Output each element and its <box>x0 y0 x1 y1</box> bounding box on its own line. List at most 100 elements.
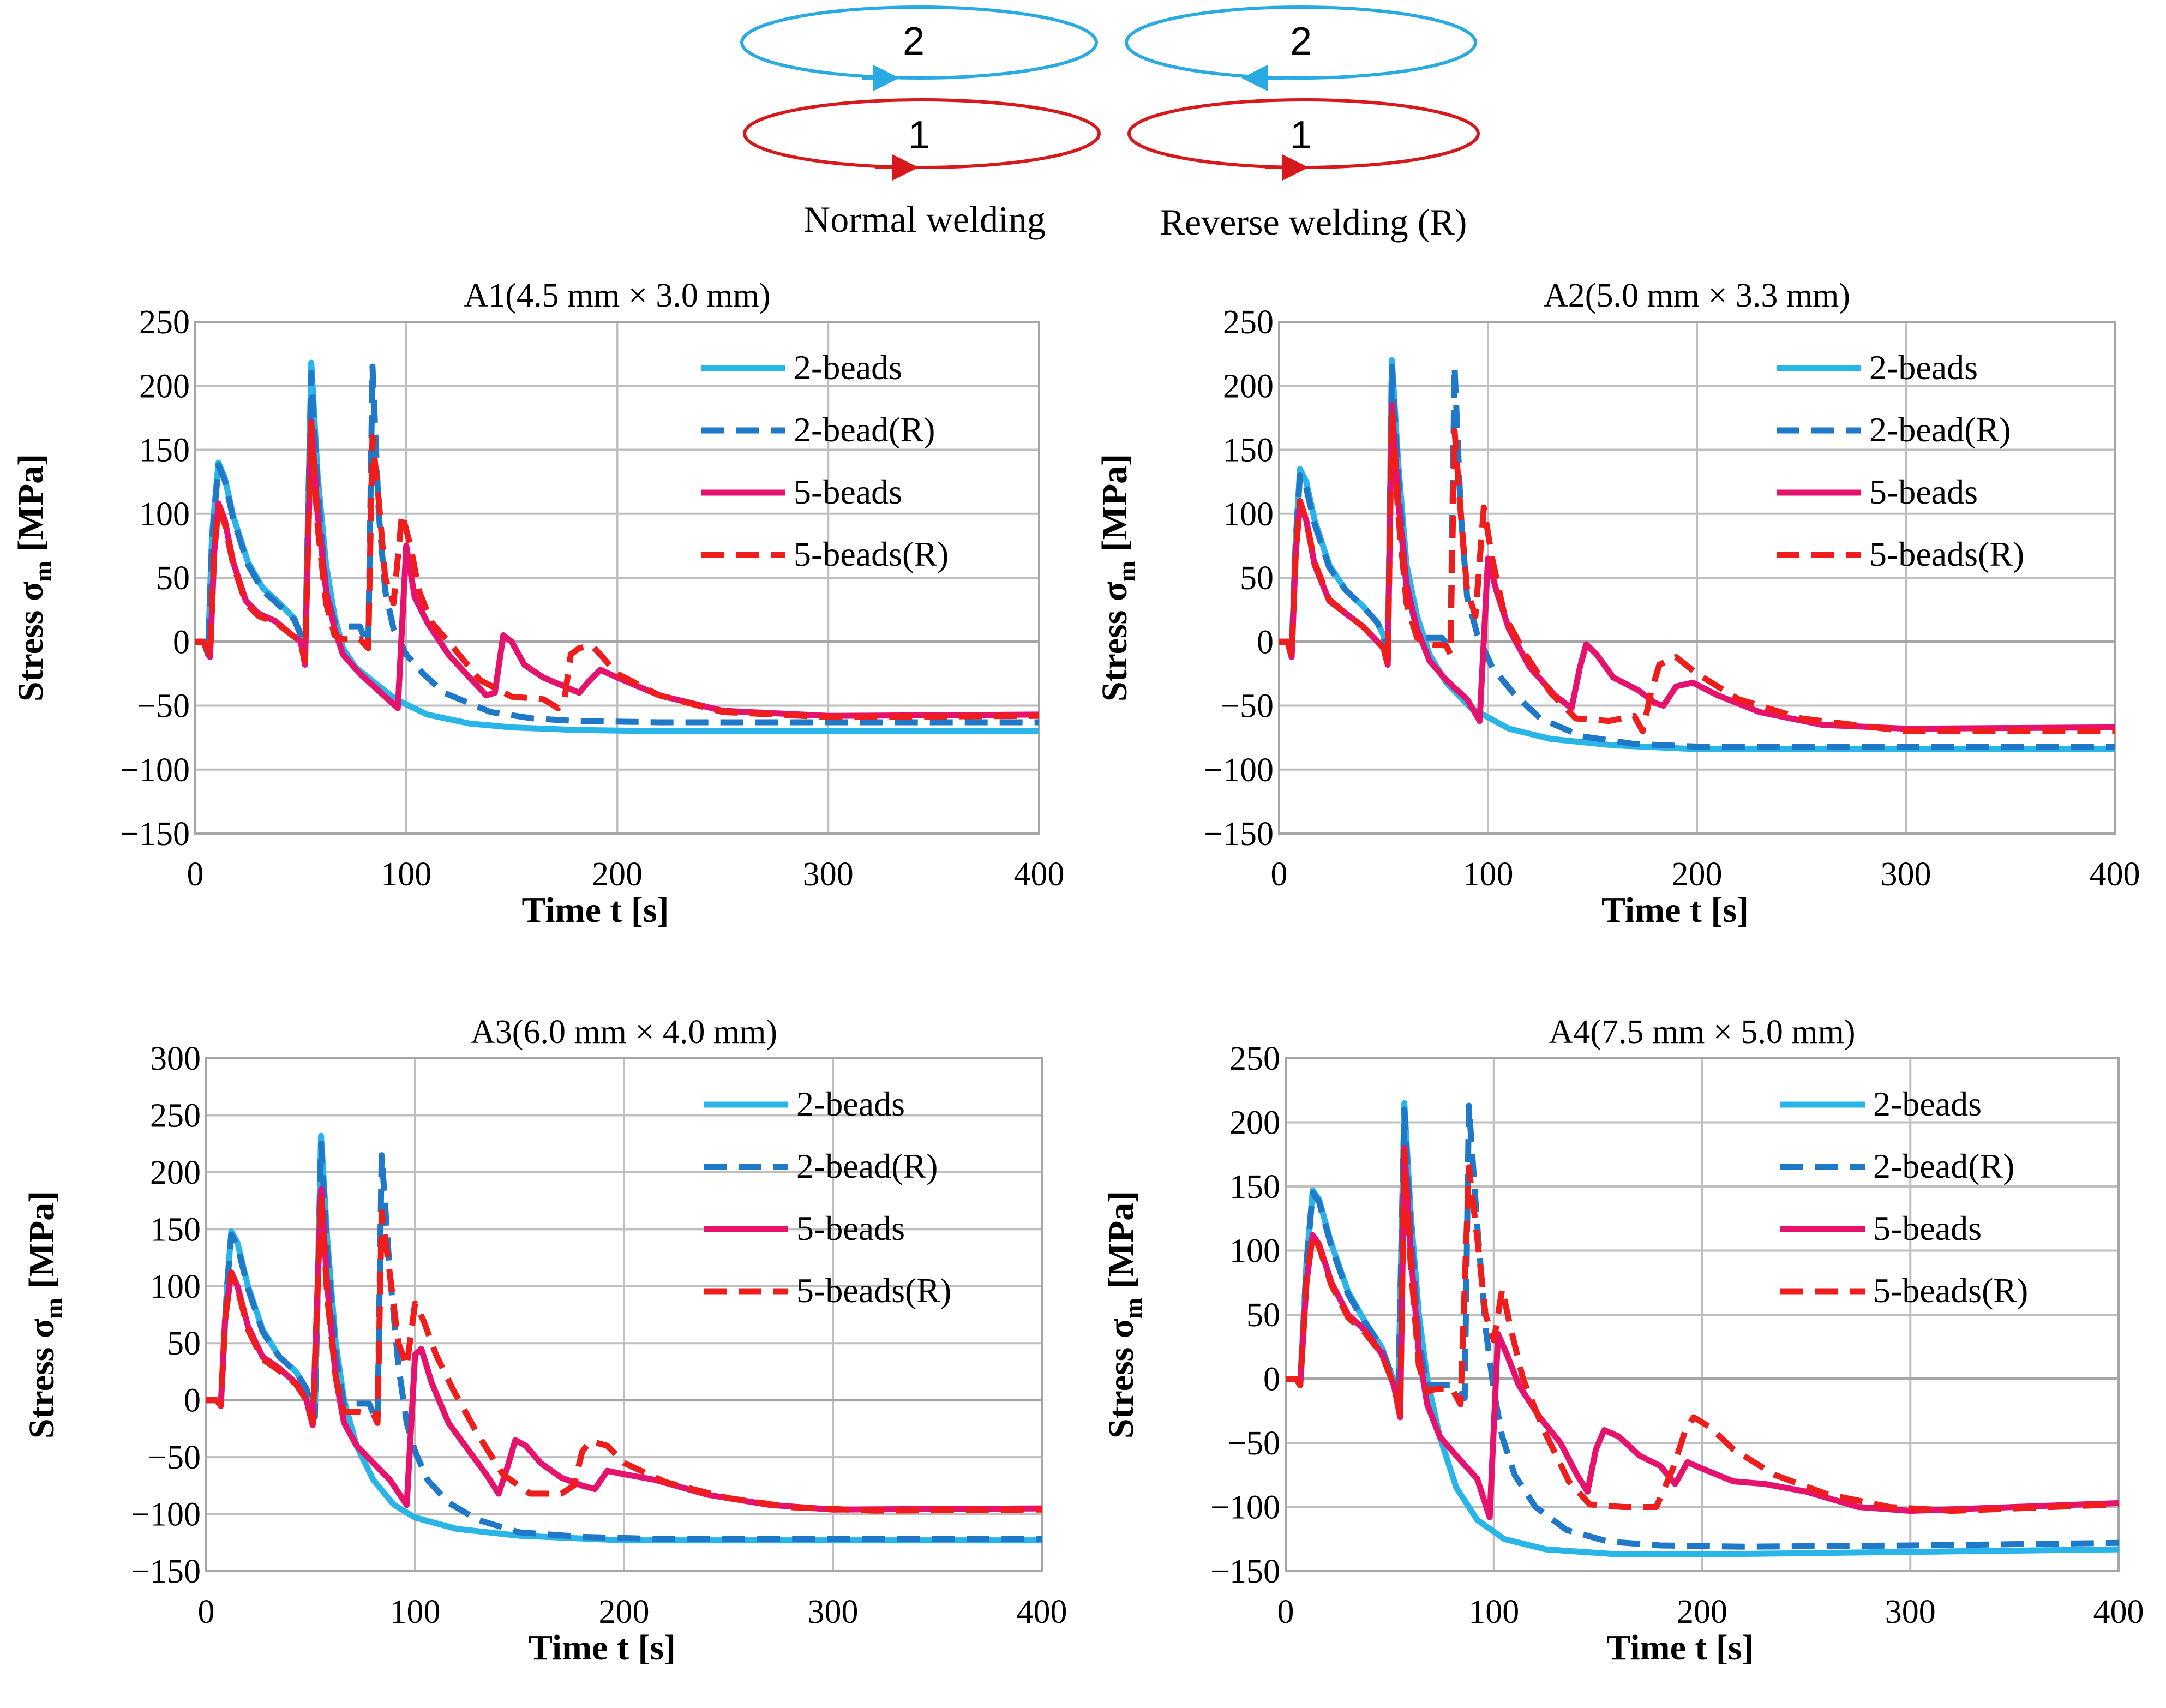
y-tick-label: 200 <box>1223 368 1274 405</box>
reverse-bead2-ring <box>1125 5 1477 80</box>
y-tick-label: 0 <box>1263 1361 1280 1398</box>
reverse-welding-diagram: 2 1 Reverse welding (R) <box>1125 5 1480 243</box>
chart-title: A2(5.0 mm × 3.3 mm) <box>1544 277 1850 314</box>
legend-label: 5-beads <box>1873 1209 1982 1248</box>
x-tick-label: 300 <box>808 1593 859 1631</box>
chart-panel-a3: A3(6.0 mm × 4.0 mm) −150 −100 −50 0 50 100 150 2… <box>22 1014 1067 1668</box>
y-tick-label: 0 <box>184 1382 201 1419</box>
x-tick-label: 0 <box>187 856 204 893</box>
series-line-5-beads <box>1286 1145 2119 1520</box>
y-tick-label: 100 <box>150 1268 201 1305</box>
x-axis-label: Time t [s] <box>1606 1628 1754 1668</box>
y-tick-label: 0 <box>1257 624 1274 661</box>
x-tick-label: 300 <box>1885 1593 1936 1631</box>
series-line-5-beads-r <box>1279 408 2115 734</box>
legend-label: 5-beads(R) <box>1873 1271 2028 1310</box>
legend-label: 2-beads <box>1869 348 1978 387</box>
legend-label: 2-beads <box>794 348 902 387</box>
y-tick-label: 300 <box>150 1040 201 1077</box>
series-line-5-beads <box>1279 401 2115 732</box>
y-tick-label: −150 <box>1210 1553 1280 1590</box>
series-line-2-bead-r <box>1286 1102 2119 1550</box>
chart-title: A1(4.5 mm × 3.0 mm) <box>464 277 771 314</box>
legend-label: 2-beads <box>1873 1084 1982 1123</box>
normal-welding-caption: Normal welding <box>803 199 1046 240</box>
chart-title: A3(6.0 mm × 4.0 mm) <box>471 1014 777 1051</box>
reverse-bead1-label: 1 <box>1290 113 1312 157</box>
normal-bead1-ring <box>743 98 1101 169</box>
legend-label: 5-beads(R) <box>1869 535 2024 573</box>
y-tick-label: 250 <box>1229 1040 1280 1077</box>
x-tick-label: 100 <box>390 1593 441 1631</box>
x-tick-label: 100 <box>1463 856 1514 893</box>
x-axis-label: Time t [s] <box>529 1628 676 1668</box>
x-tick-label: 400 <box>1017 1593 1067 1631</box>
y-tick-label: −50 <box>1227 1425 1280 1462</box>
y-axis-label: Stress σm [MPa] <box>11 454 57 702</box>
y-tick-label: 150 <box>139 432 190 469</box>
x-axis-label: Time t [s] <box>521 890 669 930</box>
y-tick-label: 250 <box>139 304 190 341</box>
x-tick-label: 200 <box>592 856 643 893</box>
welding-sequence-diagram: 2 1 Normal welding 2 1 Reverse welding (… <box>740 5 1480 243</box>
y-tick-label: 0 <box>173 624 190 661</box>
chart-panel-a4: A4(7.5 mm × 5.0 mm) −150 −100 −50 0 50 100 150 2… <box>1101 1014 2144 1668</box>
legend-label: 5-beads(R) <box>794 535 949 573</box>
reverse-bead2-label: 2 <box>1290 20 1312 63</box>
plot-frame <box>1285 1057 2120 1572</box>
x-tick-label: 400 <box>2093 1593 2144 1631</box>
y-tick-label: −50 <box>1221 688 1274 725</box>
normal-welding-diagram: 2 1 Normal welding <box>740 5 1101 240</box>
x-tick-label: 0 <box>198 1593 215 1631</box>
legend-label: 5-beads <box>796 1209 905 1248</box>
series-line-5-beads-r <box>206 1192 1042 1514</box>
reverse-welding-caption: Reverse welding (R) <box>1160 201 1467 243</box>
y-tick-label: 50 <box>1246 1297 1280 1334</box>
x-axis-label: Time t [s] <box>1601 890 1749 930</box>
legend-label: 2-bead(R) <box>796 1147 938 1185</box>
x-tick-label: 200 <box>599 1593 650 1631</box>
chart-panel-a1: A1(4.5 mm × 3.0 mm) −150 −100 −50 0 50 100 150 2… <box>11 277 1065 930</box>
x-tick-label: 0 <box>1271 856 1288 893</box>
x-tick-label: 100 <box>381 856 431 893</box>
legend-label: 2-bead(R) <box>1869 410 2011 449</box>
y-tick-label: 50 <box>167 1325 201 1362</box>
x-tick-label: 300 <box>1881 856 1931 893</box>
chart-panel-a2: A2(5.0 mm × 3.3 mm) −150 −100 −50 0 50 100 150 2… <box>1095 277 2140 930</box>
y-tick-label: 250 <box>1223 304 1274 341</box>
series-line-5-beads-r <box>195 421 1040 721</box>
legend-label: 5-beads <box>1869 472 1978 511</box>
normal-bead1-label: 1 <box>908 113 930 157</box>
y-tick-label: 50 <box>156 560 190 597</box>
plot-frame <box>194 321 1040 835</box>
y-tick-label: 150 <box>1229 1168 1280 1206</box>
y-axis-label: Stress σm [MPa] <box>22 1191 68 1439</box>
y-tick-label: −150 <box>120 816 190 853</box>
y-tick-label: 200 <box>1229 1105 1280 1142</box>
x-tick-label: 400 <box>1014 856 1065 893</box>
y-tick-label: −100 <box>131 1496 201 1533</box>
x-tick-label: 200 <box>1677 1593 1727 1631</box>
normal-bead2-ring <box>740 5 1098 80</box>
series-line-5-beads-r <box>1286 1147 2119 1514</box>
x-tick-label: 400 <box>2090 856 2140 893</box>
y-tick-label: 100 <box>1223 496 1274 533</box>
y-tick-label: −100 <box>1204 752 1274 789</box>
y-tick-label: 150 <box>1223 432 1274 469</box>
series-line-2-beads <box>206 1132 1042 1544</box>
y-tick-label: 50 <box>1240 560 1274 597</box>
plot-frame <box>1278 321 2116 835</box>
y-tick-label: −100 <box>120 752 190 789</box>
x-tick-label: 200 <box>1672 856 1723 893</box>
y-axis-label: Stress σm [MPa] <box>1095 454 1141 702</box>
y-tick-label: 100 <box>139 496 190 533</box>
legend-label: 5-beads(R) <box>796 1271 951 1310</box>
y-tick-label: 200 <box>139 368 190 405</box>
y-tick-label: −50 <box>148 1439 201 1476</box>
y-tick-label: −50 <box>137 688 190 725</box>
legend-label: 2-bead(R) <box>794 410 935 449</box>
y-tick-label: −100 <box>1210 1489 1280 1526</box>
legend-label: 2-bead(R) <box>1873 1147 2014 1185</box>
y-tick-label: 200 <box>150 1154 201 1191</box>
